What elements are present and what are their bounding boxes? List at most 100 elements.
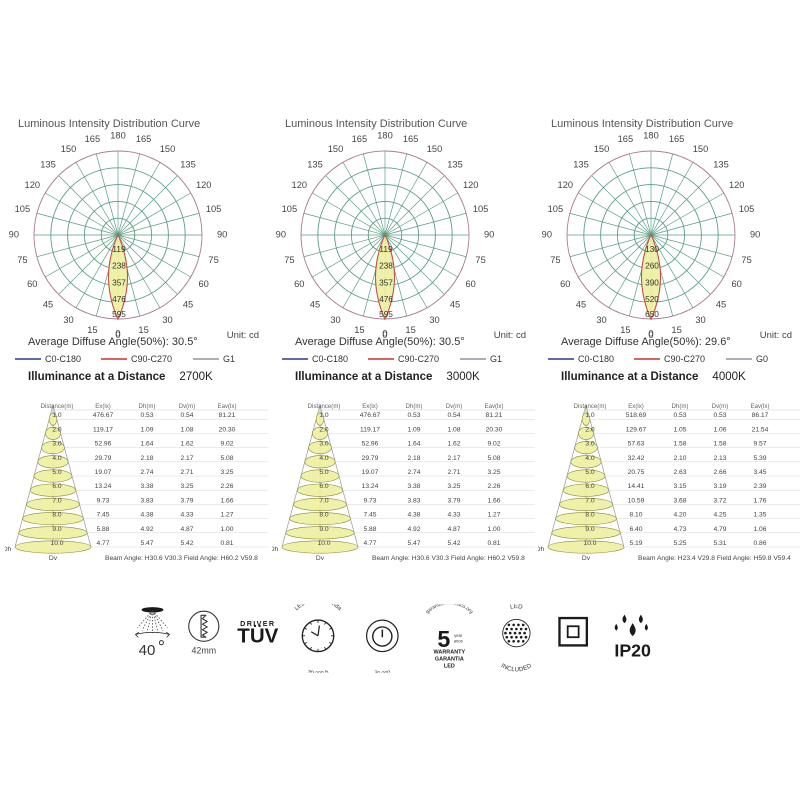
svg-text:5.47: 5.47 [140, 540, 153, 547]
svg-text:8.0: 8.0 [585, 512, 595, 519]
svg-text:86.17: 86.17 [752, 412, 769, 419]
svg-text:5.39: 5.39 [753, 455, 766, 462]
svg-text:0.54: 0.54 [180, 412, 193, 419]
svg-text:3.38: 3.38 [140, 483, 153, 490]
svg-text:5.19: 5.19 [629, 540, 642, 547]
svg-text:4.20: 4.20 [673, 512, 686, 519]
svg-text:45: 45 [576, 299, 586, 309]
svg-text:C90-C270: C90-C270 [398, 354, 439, 364]
svg-text:180: 180 [110, 132, 126, 140]
svg-text:LED life / LED vida: LED life / LED vida [294, 604, 343, 612]
svg-text:4.33: 4.33 [447, 512, 460, 519]
svg-text:135: 135 [180, 159, 196, 169]
svg-text:C0-C180: C0-C180 [45, 354, 81, 364]
svg-text:60: 60 [560, 279, 570, 289]
svg-text:595: 595 [112, 309, 126, 319]
svg-text:2.0: 2.0 [319, 426, 329, 433]
svg-text:6.0: 6.0 [52, 483, 62, 490]
svg-text:Unit: cd: Unit: cd [227, 330, 259, 341]
svg-text:4.38: 4.38 [407, 512, 420, 519]
svg-text:165: 165 [403, 134, 419, 144]
svg-text:3.15: 3.15 [673, 483, 686, 490]
svg-text:ON / OFF: ON / OFF [368, 604, 398, 606]
svg-text:1.64: 1.64 [407, 441, 420, 448]
svg-text:0.53: 0.53 [140, 412, 153, 419]
svg-text:357: 357 [379, 277, 393, 287]
svg-text:135: 135 [40, 159, 56, 169]
svg-text:9.02: 9.02 [220, 441, 233, 448]
svg-text:165: 165 [352, 134, 368, 144]
svg-text:Ex(lx): Ex(lx) [362, 403, 378, 410]
svg-text:7.45: 7.45 [96, 512, 109, 519]
svg-text:1.27: 1.27 [487, 512, 500, 519]
svg-text:3.25: 3.25 [220, 469, 233, 476]
svg-text:19.07: 19.07 [362, 469, 379, 476]
svg-text:390: 390 [645, 277, 659, 287]
svg-text:Unit: cd: Unit: cd [494, 330, 526, 341]
svg-text:10.59: 10.59 [628, 497, 645, 504]
svg-text:1.66: 1.66 [220, 497, 233, 504]
svg-text:2.0: 2.0 [52, 426, 62, 433]
svg-text:75: 75 [475, 255, 485, 265]
svg-text:5.88: 5.88 [96, 526, 109, 533]
svg-text:1.0: 1.0 [319, 412, 329, 419]
svg-text:6.0: 6.0 [585, 483, 595, 490]
svg-text:30: 30 [330, 315, 340, 325]
svg-text:4.25: 4.25 [713, 512, 726, 519]
svg-text:1.27: 1.27 [220, 512, 233, 519]
svg-text:129.67: 129.67 [626, 426, 647, 433]
svg-text:anos: anos [454, 639, 463, 644]
svg-text:3.25: 3.25 [487, 469, 500, 476]
svg-text:15: 15 [138, 325, 148, 335]
svg-text:30.000 h: 30.000 h [307, 670, 330, 673]
svg-text:75: 75 [550, 255, 560, 265]
svg-text:4.38: 4.38 [140, 512, 153, 519]
svg-text:650: 650 [645, 309, 659, 319]
svg-text:1.62: 1.62 [180, 441, 193, 448]
svg-text:20.30: 20.30 [486, 426, 503, 433]
svg-text:3.0: 3.0 [585, 441, 595, 448]
svg-text:5.08: 5.08 [487, 455, 500, 462]
svg-text:Beam Angle: H30.6 V30.3 Field: Beam Angle: H30.6 V30.3 Field Angle: H60… [105, 555, 258, 562]
svg-text:IP20: IP20 [614, 640, 651, 660]
svg-text:G1: G1 [223, 354, 235, 364]
svg-text:3.83: 3.83 [140, 497, 153, 504]
svg-text:60: 60 [466, 279, 476, 289]
svg-text:4.33: 4.33 [180, 512, 193, 519]
svg-text:10.0: 10.0 [317, 540, 330, 547]
svg-text:Beam Angle: H23.4 V29.8 Field: Beam Angle: H23.4 V29.8 Field Angle: H59… [638, 555, 791, 562]
svg-text:Eav(lx): Eav(lx) [218, 403, 237, 410]
svg-text:9.73: 9.73 [96, 497, 109, 504]
svg-text:Dv(m): Dv(m) [179, 403, 196, 410]
svg-text:518.69: 518.69 [626, 412, 647, 419]
svg-text:0.53: 0.53 [673, 412, 686, 419]
svg-text:45: 45 [716, 299, 726, 309]
svg-text:Dh: Dh [272, 546, 279, 553]
svg-text:238: 238 [379, 261, 393, 271]
svg-text:5: 5 [437, 626, 450, 652]
svg-text:5.08: 5.08 [220, 455, 233, 462]
svg-text:Distance(m): Distance(m) [41, 403, 74, 410]
svg-text:90: 90 [9, 229, 19, 239]
svg-text:2.17: 2.17 [180, 455, 193, 462]
svg-text:75: 75 [741, 255, 751, 265]
svg-text:90: 90 [750, 229, 760, 239]
svg-text:year: year [454, 633, 463, 638]
svg-text:1.0: 1.0 [52, 412, 62, 419]
svg-text:5.88: 5.88 [363, 526, 376, 533]
svg-text:165: 165 [85, 134, 101, 144]
svg-text:4.87: 4.87 [447, 526, 460, 533]
svg-text:3.45: 3.45 [753, 469, 766, 476]
svg-text:105: 105 [739, 204, 755, 214]
svg-text:LED: LED [444, 663, 455, 669]
svg-text:1.08: 1.08 [447, 426, 460, 433]
svg-text:4.0: 4.0 [52, 455, 62, 462]
svg-text:520: 520 [645, 294, 659, 304]
svg-text:GARANTIA: GARANTIA [435, 656, 464, 662]
svg-text:0.53: 0.53 [713, 412, 726, 419]
svg-text:5.0: 5.0 [52, 469, 62, 476]
svg-text:57.63: 57.63 [628, 441, 645, 448]
svg-text:3.25: 3.25 [180, 483, 193, 490]
svg-text:150: 150 [693, 144, 709, 154]
svg-text:Dh(m): Dh(m) [672, 403, 689, 410]
